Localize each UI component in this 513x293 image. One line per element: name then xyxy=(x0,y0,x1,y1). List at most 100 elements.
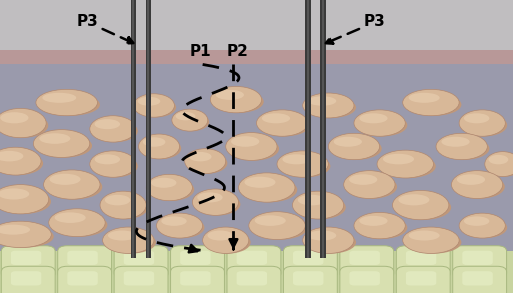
Ellipse shape xyxy=(0,225,30,235)
Ellipse shape xyxy=(356,114,407,136)
Ellipse shape xyxy=(359,113,388,123)
Ellipse shape xyxy=(255,215,286,226)
Ellipse shape xyxy=(438,137,489,160)
Bar xyxy=(307,0,309,258)
Ellipse shape xyxy=(189,152,211,161)
Text: P2: P2 xyxy=(227,44,248,59)
FancyBboxPatch shape xyxy=(406,271,436,285)
Ellipse shape xyxy=(108,231,136,241)
Ellipse shape xyxy=(328,133,380,160)
Ellipse shape xyxy=(205,231,251,253)
Ellipse shape xyxy=(0,147,41,175)
Ellipse shape xyxy=(308,231,337,241)
Ellipse shape xyxy=(0,112,29,123)
FancyBboxPatch shape xyxy=(340,246,393,279)
Ellipse shape xyxy=(100,191,146,219)
Ellipse shape xyxy=(173,113,209,131)
Ellipse shape xyxy=(0,151,43,175)
Ellipse shape xyxy=(394,195,451,220)
Ellipse shape xyxy=(251,216,307,240)
FancyBboxPatch shape xyxy=(2,266,55,293)
Ellipse shape xyxy=(403,89,459,116)
Ellipse shape xyxy=(303,227,354,253)
Ellipse shape xyxy=(457,174,485,185)
Text: P3: P3 xyxy=(364,14,385,30)
Ellipse shape xyxy=(356,217,407,239)
Text: P3: P3 xyxy=(76,14,98,30)
Bar xyxy=(305,0,311,258)
Ellipse shape xyxy=(0,188,29,200)
Ellipse shape xyxy=(215,90,244,100)
Ellipse shape xyxy=(49,209,105,237)
FancyBboxPatch shape xyxy=(396,246,450,279)
Ellipse shape xyxy=(279,155,330,177)
Ellipse shape xyxy=(210,86,262,113)
Bar xyxy=(147,0,149,258)
FancyBboxPatch shape xyxy=(114,266,168,293)
Ellipse shape xyxy=(249,212,305,240)
Ellipse shape xyxy=(262,113,290,123)
Ellipse shape xyxy=(156,213,203,238)
FancyBboxPatch shape xyxy=(396,266,450,293)
Ellipse shape xyxy=(94,154,120,164)
FancyBboxPatch shape xyxy=(11,251,41,265)
Ellipse shape xyxy=(256,110,308,136)
Ellipse shape xyxy=(50,174,81,185)
Ellipse shape xyxy=(148,178,194,201)
Ellipse shape xyxy=(354,212,405,239)
Ellipse shape xyxy=(459,213,505,238)
Ellipse shape xyxy=(485,152,513,176)
Ellipse shape xyxy=(0,225,54,248)
Ellipse shape xyxy=(459,110,505,136)
Ellipse shape xyxy=(0,113,48,138)
Ellipse shape xyxy=(207,231,233,241)
Bar xyxy=(0,0,513,59)
Ellipse shape xyxy=(43,93,76,103)
Ellipse shape xyxy=(277,151,328,177)
Ellipse shape xyxy=(379,154,436,178)
Ellipse shape xyxy=(436,133,487,160)
FancyBboxPatch shape xyxy=(227,266,281,293)
Ellipse shape xyxy=(94,119,120,129)
Ellipse shape xyxy=(461,114,507,136)
Ellipse shape xyxy=(333,137,362,147)
Ellipse shape xyxy=(194,193,241,215)
Ellipse shape xyxy=(359,216,388,226)
FancyBboxPatch shape xyxy=(180,251,210,265)
Ellipse shape xyxy=(383,154,414,164)
Ellipse shape xyxy=(349,174,378,185)
FancyBboxPatch shape xyxy=(124,251,154,265)
Ellipse shape xyxy=(409,231,440,241)
FancyBboxPatch shape xyxy=(462,271,492,285)
Bar xyxy=(0,64,513,255)
Ellipse shape xyxy=(51,213,107,237)
Ellipse shape xyxy=(231,136,259,147)
Ellipse shape xyxy=(377,150,433,178)
Ellipse shape xyxy=(143,137,165,147)
Ellipse shape xyxy=(33,130,90,157)
Bar xyxy=(322,0,324,258)
FancyBboxPatch shape xyxy=(406,251,436,265)
Ellipse shape xyxy=(105,231,156,253)
Ellipse shape xyxy=(103,227,154,253)
Bar xyxy=(132,0,134,258)
Ellipse shape xyxy=(228,137,279,161)
FancyBboxPatch shape xyxy=(170,266,225,293)
Ellipse shape xyxy=(0,189,51,214)
Ellipse shape xyxy=(392,190,449,220)
Ellipse shape xyxy=(0,151,24,161)
Ellipse shape xyxy=(292,191,344,219)
FancyBboxPatch shape xyxy=(67,271,97,285)
Ellipse shape xyxy=(36,89,97,116)
Ellipse shape xyxy=(92,155,138,177)
Bar xyxy=(0,251,513,293)
Ellipse shape xyxy=(308,96,337,106)
Ellipse shape xyxy=(305,97,356,118)
Ellipse shape xyxy=(441,137,470,147)
Ellipse shape xyxy=(185,149,226,173)
Ellipse shape xyxy=(186,153,227,174)
FancyBboxPatch shape xyxy=(293,251,323,265)
FancyBboxPatch shape xyxy=(452,266,507,293)
Ellipse shape xyxy=(46,174,102,199)
Ellipse shape xyxy=(137,97,160,106)
